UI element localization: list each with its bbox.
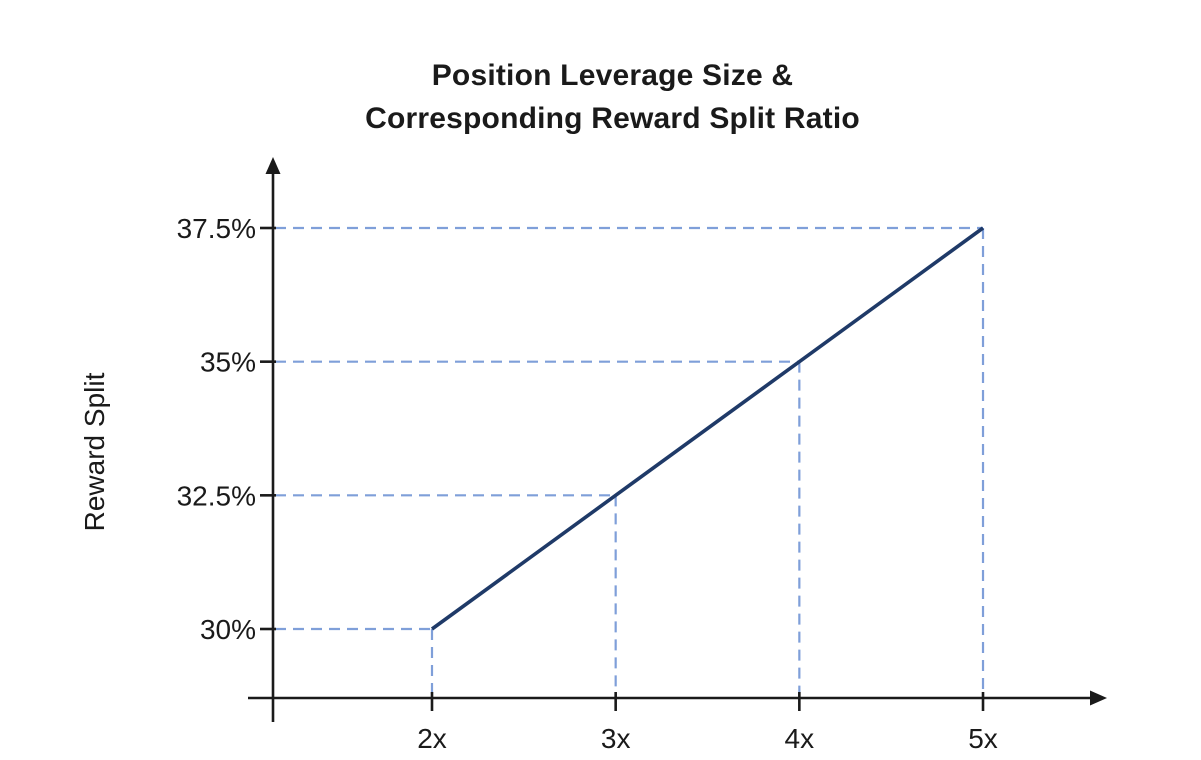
chart-title-line-1: Position Leverage Size &	[431, 59, 794, 92]
axes	[248, 157, 1107, 722]
reward-split-data-line	[430, 226, 985, 631]
x-tick-label: 3x	[601, 723, 631, 754]
y-tick-label: 32.5%	[177, 480, 256, 511]
y-axis-arrowhead-icon	[265, 157, 281, 174]
chart-title: Position Leverage Size & Corresponding R…	[12, 54, 1201, 140]
x-axis-ticks: 2x 3x 4x 5x	[417, 692, 998, 754]
guide-lines	[275, 226, 985, 696]
y-axis-ticks: 30% 32.5% 35% 37.5%	[177, 213, 276, 645]
x-tick-label: 4x	[785, 723, 815, 754]
x-tick-label: 5x	[968, 723, 998, 754]
y-tick-label: 37.5%	[177, 213, 256, 244]
y-tick-label: 35%	[200, 347, 256, 378]
x-tick-label: 2x	[417, 723, 447, 754]
chart-title-line-2: Corresponding Reward Split Ratio	[365, 102, 860, 135]
x-axis-arrowhead-icon	[1090, 690, 1107, 706]
y-tick-label: 30%	[200, 614, 256, 645]
